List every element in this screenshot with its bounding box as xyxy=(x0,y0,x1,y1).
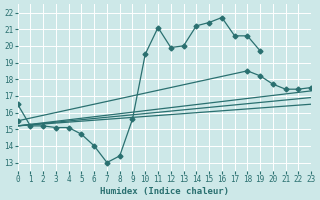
X-axis label: Humidex (Indice chaleur): Humidex (Indice chaleur) xyxy=(100,187,229,196)
